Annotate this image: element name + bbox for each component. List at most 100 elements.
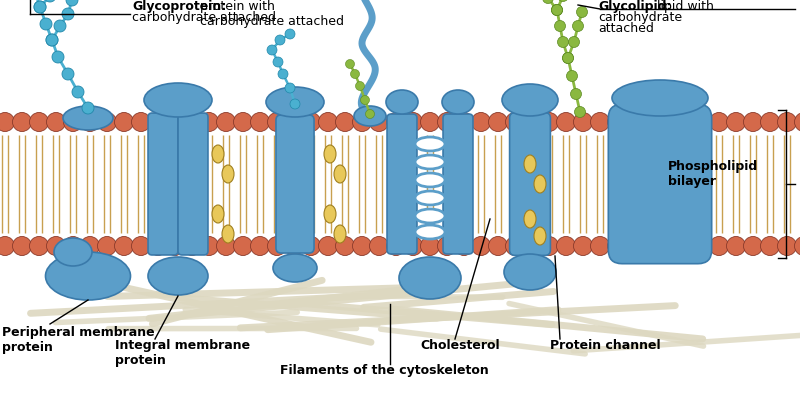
Ellipse shape — [524, 210, 536, 228]
Ellipse shape — [386, 90, 418, 114]
Circle shape — [658, 236, 678, 255]
Ellipse shape — [415, 173, 445, 187]
Text: Filaments of the cytoskeleton: Filaments of the cytoskeleton — [280, 364, 489, 377]
Circle shape — [710, 236, 729, 255]
Circle shape — [34, 1, 46, 13]
Circle shape — [743, 236, 762, 255]
Text: Protein channel: Protein channel — [550, 339, 661, 352]
Circle shape — [403, 236, 422, 255]
Circle shape — [361, 95, 370, 104]
Circle shape — [82, 102, 94, 114]
Circle shape — [98, 236, 117, 255]
Text: Phospholipid
bilayer: Phospholipid bilayer — [668, 160, 758, 188]
Circle shape — [454, 236, 474, 255]
Ellipse shape — [222, 225, 234, 243]
Circle shape — [421, 236, 439, 255]
Circle shape — [675, 113, 694, 132]
Circle shape — [794, 236, 800, 255]
Circle shape — [182, 113, 202, 132]
Circle shape — [217, 113, 235, 132]
Circle shape — [46, 34, 58, 46]
Circle shape — [778, 236, 797, 255]
Circle shape — [13, 113, 31, 132]
Circle shape — [454, 113, 474, 132]
Circle shape — [370, 236, 389, 255]
Text: protein with
carbohydrate attached: protein with carbohydrate attached — [200, 0, 344, 28]
Circle shape — [577, 6, 587, 17]
Circle shape — [642, 236, 661, 255]
Circle shape — [554, 20, 566, 32]
Circle shape — [62, 8, 74, 20]
Circle shape — [166, 236, 185, 255]
Ellipse shape — [415, 137, 445, 151]
Circle shape — [675, 236, 694, 255]
Circle shape — [52, 51, 64, 63]
Circle shape — [30, 236, 49, 255]
Circle shape — [743, 113, 762, 132]
Ellipse shape — [612, 80, 708, 116]
Circle shape — [44, 0, 56, 2]
Circle shape — [522, 113, 542, 132]
Circle shape — [558, 37, 569, 48]
Ellipse shape — [144, 83, 212, 117]
Circle shape — [46, 113, 66, 132]
Ellipse shape — [502, 84, 558, 116]
Circle shape — [386, 113, 406, 132]
Ellipse shape — [222, 165, 234, 183]
Circle shape — [551, 4, 562, 15]
Circle shape — [267, 45, 277, 55]
Circle shape — [574, 236, 593, 255]
Circle shape — [438, 236, 457, 255]
FancyBboxPatch shape — [178, 113, 208, 255]
Circle shape — [40, 18, 52, 30]
Circle shape — [34, 1, 46, 13]
Circle shape — [522, 236, 542, 255]
Circle shape — [0, 113, 14, 132]
Circle shape — [114, 236, 134, 255]
Circle shape — [570, 89, 582, 100]
FancyBboxPatch shape — [510, 113, 550, 255]
Circle shape — [234, 113, 253, 132]
Circle shape — [726, 236, 746, 255]
Ellipse shape — [399, 257, 461, 299]
Circle shape — [114, 113, 134, 132]
Circle shape — [275, 35, 285, 45]
Circle shape — [273, 57, 283, 67]
Circle shape — [551, 4, 562, 15]
Circle shape — [66, 0, 78, 6]
Ellipse shape — [148, 257, 208, 295]
Ellipse shape — [504, 254, 556, 290]
Text: carbohydrate: carbohydrate — [598, 11, 682, 24]
Circle shape — [471, 113, 490, 132]
Circle shape — [199, 113, 218, 132]
Circle shape — [302, 113, 321, 132]
Circle shape — [149, 113, 167, 132]
Circle shape — [489, 113, 507, 132]
FancyBboxPatch shape — [387, 114, 417, 254]
Circle shape — [346, 59, 354, 69]
FancyBboxPatch shape — [276, 115, 314, 253]
Circle shape — [658, 113, 678, 132]
Circle shape — [149, 236, 167, 255]
Text: Peripheral membrane
protein: Peripheral membrane protein — [2, 326, 154, 354]
Circle shape — [562, 52, 574, 63]
Ellipse shape — [324, 145, 336, 163]
Ellipse shape — [273, 254, 317, 282]
Circle shape — [13, 236, 31, 255]
Circle shape — [30, 113, 49, 132]
Circle shape — [81, 113, 99, 132]
Circle shape — [250, 113, 270, 132]
Circle shape — [217, 236, 235, 255]
Ellipse shape — [212, 145, 224, 163]
Ellipse shape — [63, 106, 113, 130]
Circle shape — [438, 113, 457, 132]
Circle shape — [710, 113, 729, 132]
Circle shape — [726, 113, 746, 132]
Ellipse shape — [415, 209, 445, 223]
Circle shape — [81, 236, 99, 255]
Circle shape — [761, 113, 779, 132]
Circle shape — [506, 113, 525, 132]
Circle shape — [590, 113, 610, 132]
Circle shape — [794, 113, 800, 132]
Circle shape — [506, 236, 525, 255]
